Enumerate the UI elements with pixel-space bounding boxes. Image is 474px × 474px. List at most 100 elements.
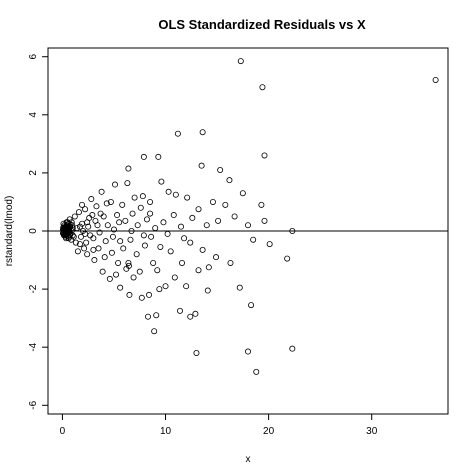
data-point <box>147 210 154 217</box>
data-point <box>101 254 108 261</box>
data-point <box>136 268 143 275</box>
data-point <box>258 201 265 208</box>
data-point <box>102 238 109 245</box>
data-point <box>125 165 132 172</box>
data-point <box>83 239 90 246</box>
data-point <box>253 368 260 375</box>
x-tick-label: 20 <box>263 426 275 437</box>
data-point <box>82 206 89 213</box>
data-point <box>199 246 206 253</box>
y-tick-label: -4 <box>28 342 39 351</box>
data-point <box>100 213 107 220</box>
data-point <box>250 236 257 243</box>
data-point <box>222 201 229 208</box>
data-point <box>134 222 141 229</box>
data-point <box>75 209 82 216</box>
data-point <box>122 217 129 224</box>
data-point <box>69 222 76 229</box>
data-point <box>261 217 268 224</box>
data-point <box>284 255 291 262</box>
data-point <box>172 191 179 198</box>
data-point <box>179 259 186 266</box>
data-point <box>128 227 135 234</box>
data-point <box>152 225 159 232</box>
data-point <box>171 274 178 281</box>
data-point <box>71 213 78 220</box>
data-point <box>244 222 251 229</box>
data-point <box>289 345 296 352</box>
data-point <box>195 267 202 274</box>
data-point <box>162 283 169 290</box>
y-tick-label: 2 <box>28 170 39 176</box>
data-point <box>153 312 160 319</box>
data-point <box>244 348 251 355</box>
data-point <box>203 222 210 229</box>
x-axis-label: x <box>246 454 251 465</box>
data-point <box>193 349 200 356</box>
x-tick-label: 30 <box>366 426 378 437</box>
data-point <box>215 217 222 224</box>
data-point <box>98 188 105 195</box>
data-point <box>69 232 76 239</box>
data-point <box>108 249 115 256</box>
data-point <box>82 230 89 237</box>
data-point <box>150 259 157 266</box>
data-point <box>156 286 163 293</box>
data-point <box>125 262 132 269</box>
data-point <box>227 259 234 266</box>
data-point <box>90 246 97 253</box>
data-point <box>95 245 102 252</box>
data-point <box>72 239 79 246</box>
data-point <box>89 212 96 219</box>
data-point <box>107 198 114 205</box>
data-point <box>76 223 83 230</box>
data-point <box>259 84 266 91</box>
data-point <box>124 180 131 187</box>
data-point <box>113 271 120 278</box>
x-tick-label: 0 <box>60 426 66 437</box>
data-point <box>177 223 184 230</box>
data-point <box>157 243 164 250</box>
data-point <box>84 251 91 258</box>
data-point <box>91 257 98 264</box>
x-axis: 0 10 20 30 <box>60 414 378 437</box>
y-tick-label: -2 <box>28 284 39 293</box>
y-tick-label: 6 <box>28 53 39 59</box>
data-point <box>239 190 246 197</box>
data-point <box>110 226 117 233</box>
data-point <box>117 238 124 245</box>
data-point <box>195 206 202 213</box>
data-point <box>184 194 191 201</box>
data-point <box>236 284 243 291</box>
data-point <box>116 219 123 226</box>
data-point <box>112 181 119 188</box>
data-point <box>90 235 97 242</box>
data-point <box>114 212 121 219</box>
data-point <box>131 194 138 201</box>
data-point <box>77 233 84 240</box>
data-point <box>231 213 238 220</box>
data-point <box>79 201 86 208</box>
data-point <box>73 225 80 232</box>
data-point <box>130 274 137 281</box>
data-point <box>140 153 147 160</box>
data-point <box>143 216 150 223</box>
data-point <box>81 245 88 252</box>
data-point <box>92 217 99 224</box>
y-tick-label: 4 <box>28 112 39 118</box>
data-point <box>261 152 268 159</box>
data-point <box>181 235 188 242</box>
data-point <box>148 233 155 240</box>
data-point <box>198 162 205 169</box>
data-point <box>146 291 153 298</box>
data-point <box>183 283 190 290</box>
data-point <box>119 201 126 208</box>
data-point <box>120 245 127 252</box>
data-point <box>87 232 94 239</box>
data-point <box>61 231 68 238</box>
data-point <box>176 307 183 314</box>
data-point <box>74 248 81 255</box>
data-point <box>165 188 172 195</box>
data-point <box>248 302 255 309</box>
